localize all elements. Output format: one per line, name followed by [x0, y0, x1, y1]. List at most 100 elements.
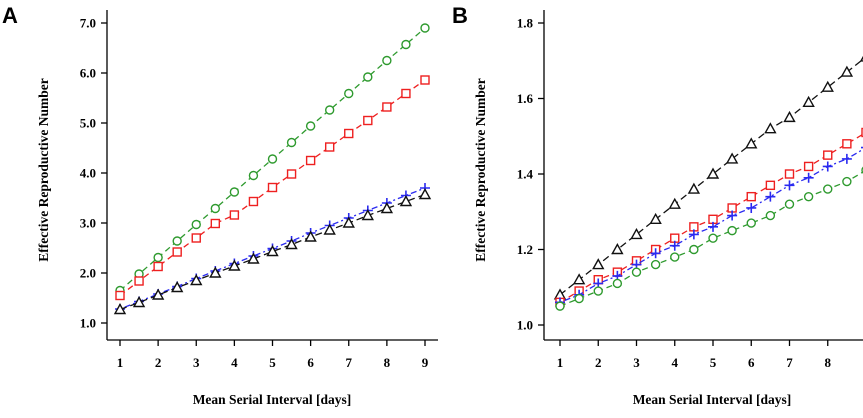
panel-a-x-tick-label: 9: [422, 355, 429, 370]
panel-b-plus-point: [669, 240, 680, 251]
panel-a-square-point: [305, 155, 316, 166]
panel-b-y-axis-label: Effective Reproductive Number: [473, 78, 488, 261]
panel-b-letter: B: [452, 3, 468, 28]
panel-a-y-tick-label: 5.0: [80, 116, 96, 131]
panel-b-triangle-point: [611, 243, 624, 255]
panel-a-letter: A: [2, 3, 18, 28]
panel-a-square-point: [248, 196, 259, 207]
panel-b-triangle-point: [840, 65, 854, 77]
panel-b-triangle-point: [745, 137, 758, 149]
panel-b-circle-point: [670, 252, 680, 262]
panel-b-series-circle-line: [559, 171, 863, 307]
panel-a-circle-point: [344, 88, 354, 99]
panel-a-series-square-line: [119, 79, 426, 297]
panel-a-chart: A Mean Serial Interval [days] Effective …: [2, 3, 438, 407]
panel-b-x-tick-label: 7: [786, 355, 793, 370]
panel-a-square-point: [267, 182, 278, 193]
panel-a-square-point: [115, 290, 125, 301]
panel-a-square-point: [420, 75, 430, 85]
panel-b-plus-point: [746, 202, 757, 213]
panel-b-circle-point: [784, 199, 795, 209]
panel-b-chart: B Mean Serial Interval [days] Effective …: [452, 3, 863, 407]
panel-a-x-tick-label: 4: [231, 355, 238, 370]
panel-b-plus-point: [688, 229, 699, 240]
panel-b-plus-point: [727, 210, 738, 221]
panel-a-triangle-point: [323, 223, 336, 235]
panel-b-triangle-point: [764, 122, 777, 134]
panel-a-triangle-point: [228, 259, 241, 271]
panel-a-triangle-point: [418, 188, 432, 200]
panel-a-triangle-point: [304, 230, 317, 242]
panel-b-circle-point: [689, 244, 699, 255]
panel-b-plus-point: [765, 191, 776, 202]
panel-b-square-point: [784, 169, 795, 179]
panel-b-circle-point: [631, 267, 642, 277]
panel-b-circle-point: [574, 293, 584, 304]
panel-a-circle-point: [172, 236, 182, 246]
panel-b-square-point: [842, 139, 852, 149]
panel-b-triangle-point: [802, 95, 815, 107]
panel-a-x-tick-label: 2: [155, 355, 162, 370]
panel-a-circle-point: [363, 72, 373, 82]
panel-b-square-point: [803, 161, 814, 172]
panel-b-y-tick-label: 1.6: [517, 91, 534, 106]
panel-b-triangle-point: [725, 152, 739, 164]
panel-b-y-tick-label: 1.0: [517, 318, 533, 333]
panel-b-y-tick-label: 1.4: [517, 167, 534, 182]
panel-a-square-point: [324, 142, 335, 152]
panel-a-y-axis-label: Effective Reproductive Number: [36, 78, 51, 261]
panel-a-circle-point: [382, 55, 392, 66]
panel-b-x-axis-label: Mean Serial Interval [days]: [633, 392, 792, 407]
panel-a-circle-point: [248, 170, 259, 181]
panel-a-circle-point: [267, 154, 278, 164]
panel-a-triangle-point: [209, 266, 222, 278]
panel-a-square-point: [153, 261, 163, 272]
panel-b-y-tick-label: 1.2: [517, 242, 533, 257]
panel-a-y-tick-label: 6.0: [80, 66, 96, 81]
panel-b-triangle-point: [668, 197, 681, 209]
panel-a-square-point: [286, 169, 297, 179]
panel-b-circle-point: [612, 278, 623, 289]
panel-b-x-tick-label: 6: [748, 355, 755, 370]
panel-a-square-point: [363, 115, 373, 126]
panel-b-plus-point: [784, 180, 795, 191]
panel-a-square-point: [344, 128, 354, 139]
panel-b-x-tick-label: 8: [825, 355, 832, 370]
panel-a-square-point: [382, 102, 392, 112]
panel-b-x-tick-label: 5: [710, 355, 717, 370]
panel-b-triangle-point: [687, 182, 701, 194]
panel-a-triangle-point: [151, 288, 165, 300]
panel-a-x-tick-label: 6: [307, 355, 314, 370]
panel-a-square-point: [191, 233, 201, 243]
panel-b-x-tick-label: 3: [633, 355, 640, 370]
panel-a-square-point: [210, 218, 221, 229]
panel-b-triangle-point: [630, 227, 643, 240]
panel-b-series-plus-line: [559, 148, 863, 303]
panel-a-x-tick-label: 1: [117, 355, 124, 370]
panel-b-circle-point: [708, 233, 718, 243]
panel-b-x-tick-label: 2: [595, 355, 602, 370]
panel-b-plus-point: [803, 172, 814, 183]
panel-a-triangle-point: [132, 296, 146, 308]
panel-b-x-tick-label: 1: [557, 355, 564, 370]
panel-b-square-point: [823, 150, 833, 160]
panel-b-triangle-point: [706, 167, 720, 179]
panel-a-x-tick-label: 3: [193, 355, 200, 370]
panel-a-square-point: [134, 276, 144, 286]
panel-a-circle-point: [153, 252, 163, 263]
panel-b-plus-point: [708, 221, 718, 232]
panel-b-circle-point: [842, 176, 852, 187]
panel-b-x-tick-label: 4: [672, 355, 679, 370]
panel-a-circle-point: [305, 121, 316, 131]
panel-a-y-tick-label: 3.0: [80, 216, 96, 231]
panel-b-circle-point: [593, 286, 603, 296]
panel-a-circle-point: [401, 39, 411, 50]
panel-a-triangle-point: [170, 281, 184, 293]
panel-a-circle-point: [420, 23, 430, 33]
panel-a-x-tick-label: 7: [346, 355, 353, 370]
panel-a-square-point: [401, 88, 411, 99]
panel-a-triangle-point: [342, 216, 355, 228]
panel-b-circle-point: [650, 259, 661, 270]
panel-a-y-tick-label: 2.0: [80, 266, 96, 281]
